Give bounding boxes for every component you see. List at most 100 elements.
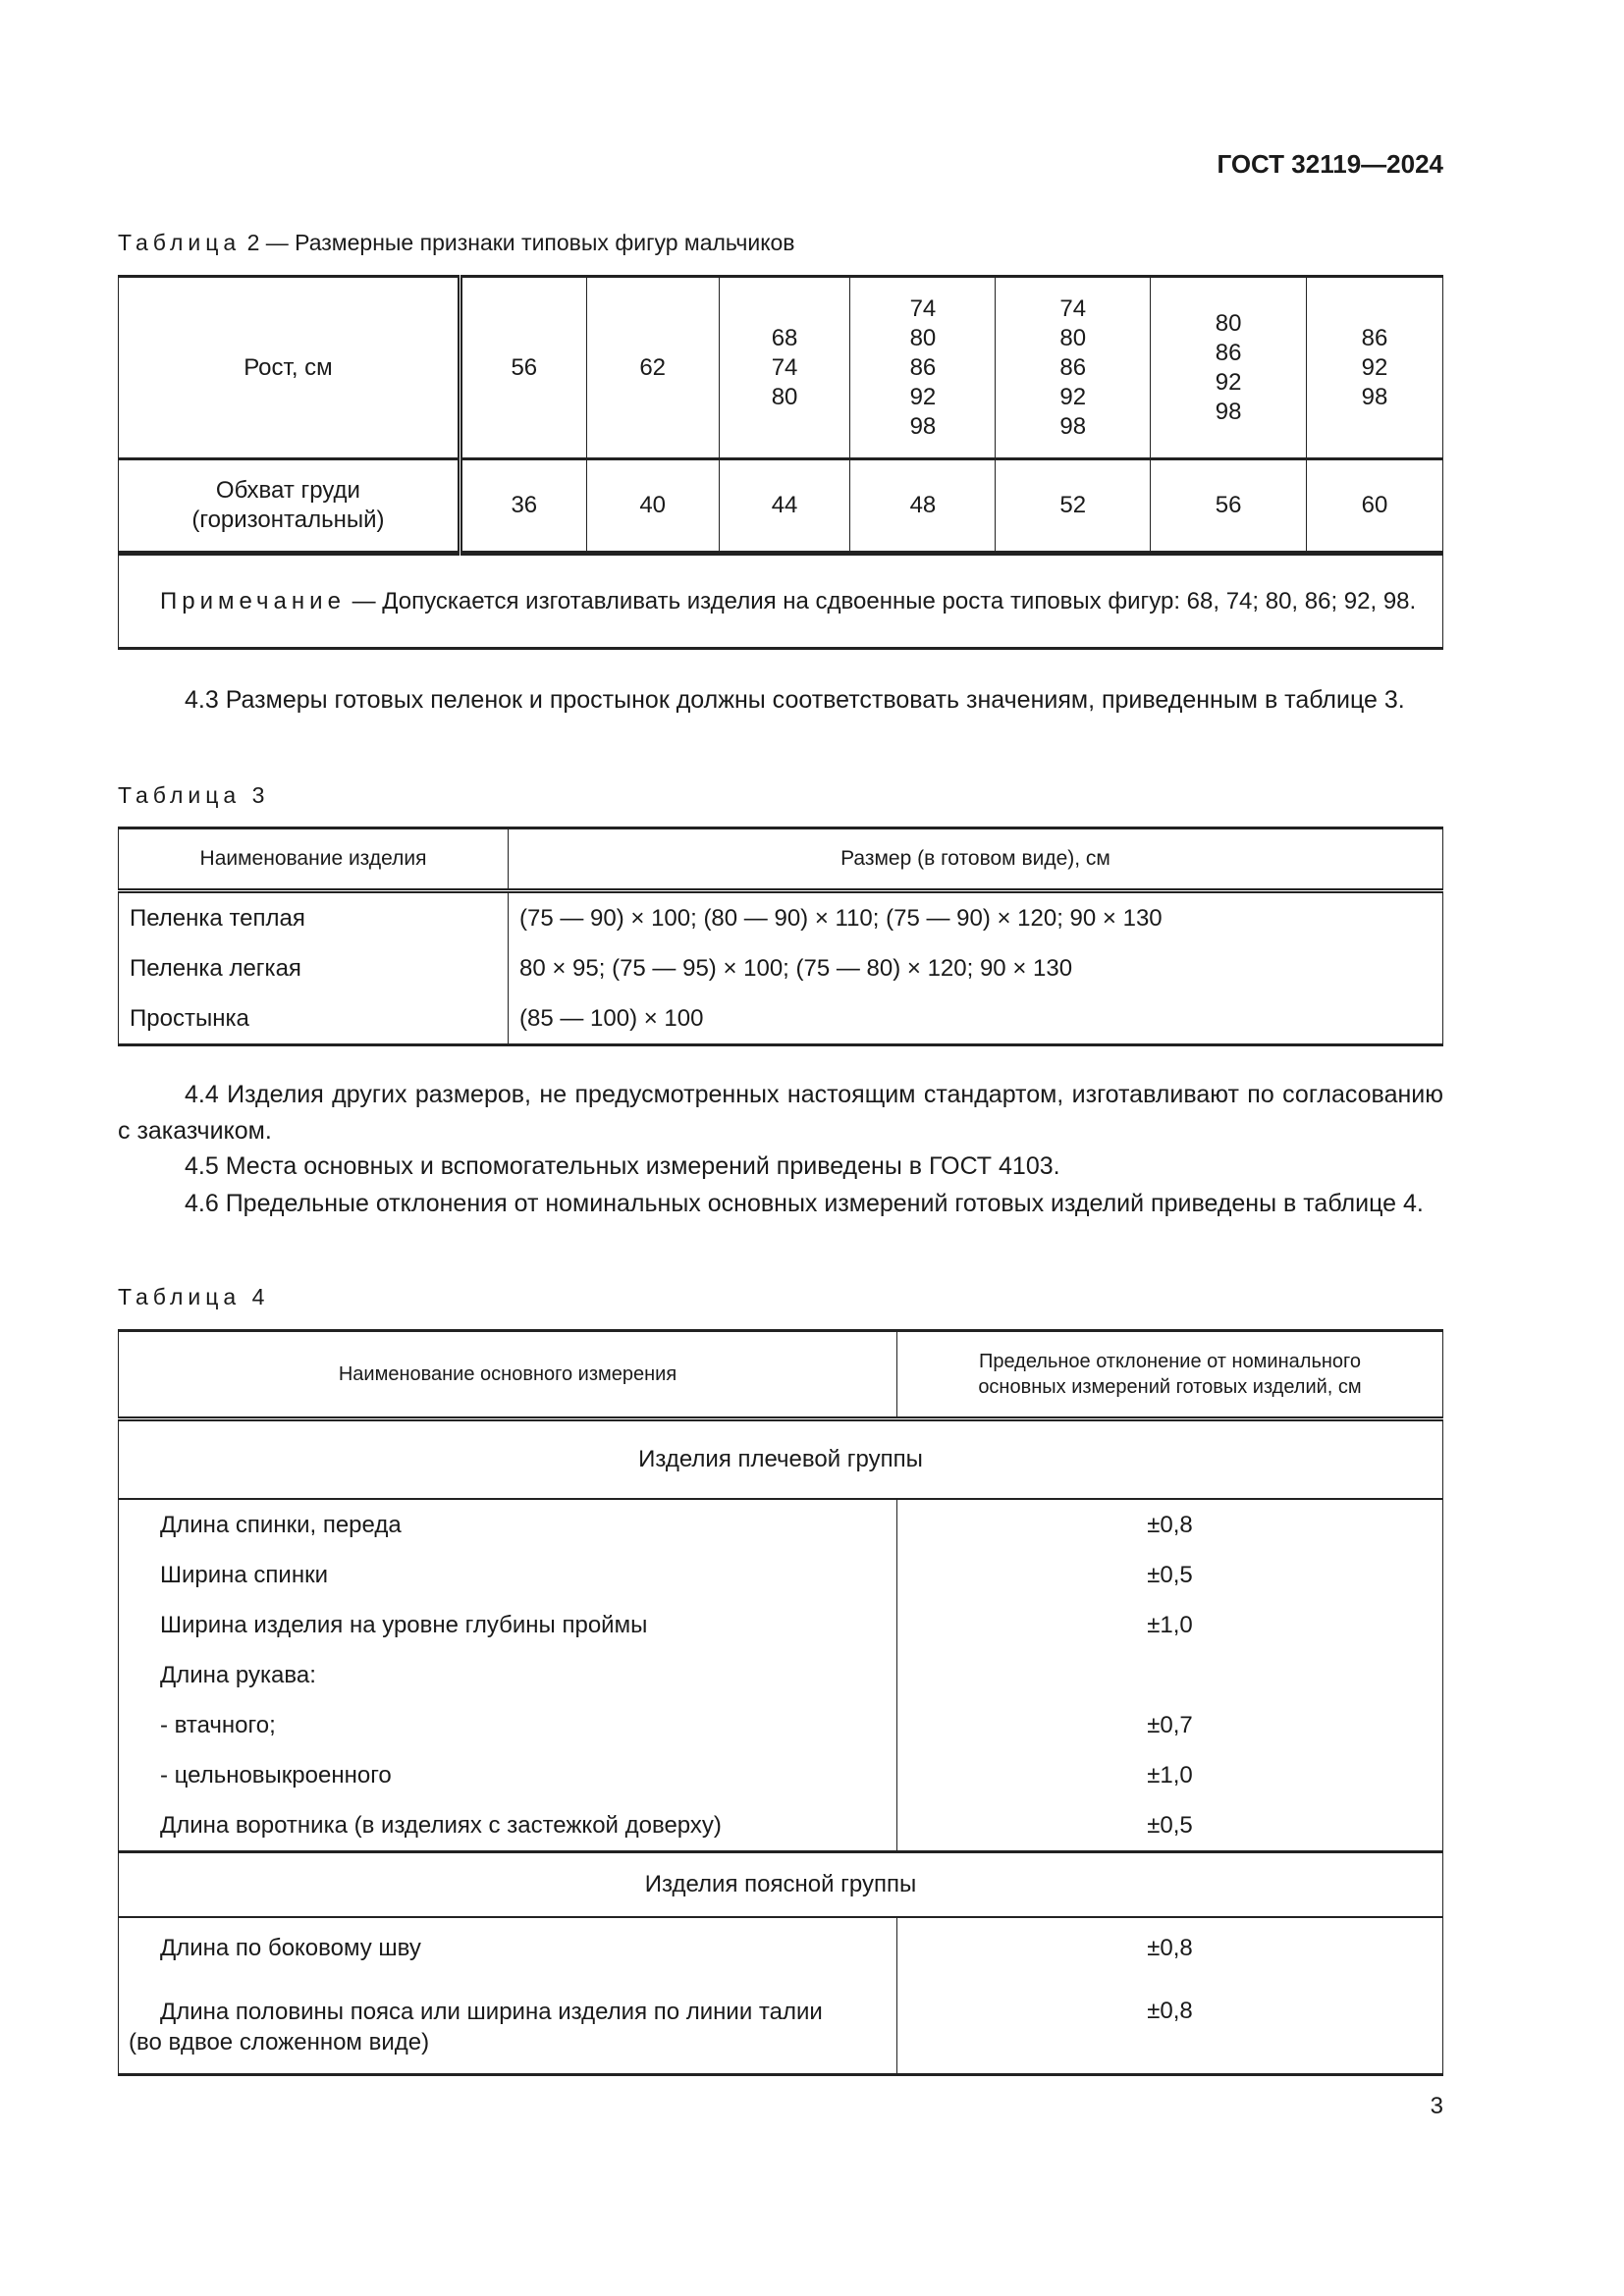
table-header-row: Наименование изделия Размер (в готовом в… bbox=[118, 827, 1443, 893]
group-row: Изделия плечевой группы bbox=[118, 1418, 1443, 1500]
paragraph-4-4: 4.4 Изделия других размеров, не предусмо… bbox=[118, 1081, 1443, 1145]
table-cell: Простынка bbox=[118, 993, 509, 1046]
height-value: 56 bbox=[511, 353, 538, 381]
table-cell: Длина половины пояса или ширина изделия … bbox=[118, 1997, 897, 2076]
height-value: 62 bbox=[639, 353, 667, 381]
height-value: 80 bbox=[1059, 324, 1087, 351]
height-value: 74 bbox=[909, 294, 937, 322]
page-number: 3 bbox=[1430, 2093, 1443, 2119]
table-row: Пеленка теплая (75 — 90) × 100; (80 — 90)… bbox=[118, 890, 1443, 943]
paragraph-4-6: 4.6 Предельные отклонения от номинальных… bbox=[185, 1190, 1424, 1217]
table-cell: 74 80 86 92 98 bbox=[849, 275, 997, 459]
table-row: Ширина изделия на уровне глубины проймы ±… bbox=[118, 1600, 1443, 1650]
table-cell: - цельновыкроенного bbox=[118, 1750, 897, 1800]
table-cell: 36 bbox=[459, 457, 587, 554]
table-row: Ширина спинки ±0,5 bbox=[118, 1550, 1443, 1600]
table-cell: ±0,8 bbox=[896, 1499, 1443, 1550]
table-cell: 74 80 86 92 98 bbox=[995, 275, 1152, 459]
table-cell: 68 74 80 bbox=[718, 275, 851, 459]
table-header-row: Наименование основного измерения Предель… bbox=[118, 1329, 1443, 1421]
table-row: Длина половины пояса или ширина изделия … bbox=[118, 1997, 1443, 2076]
table-row: Длина спинки, переда ±0,8 bbox=[118, 1499, 1443, 1550]
row-label: Рост, см bbox=[118, 275, 462, 459]
height-value: 92 bbox=[1215, 368, 1242, 396]
table-cell: 56 bbox=[1150, 457, 1308, 554]
table-row: Обхват груди (горизонтальный) 36 40 44 48… bbox=[118, 457, 1443, 554]
height-value: 74 bbox=[1059, 294, 1087, 322]
height-value: 92 bbox=[1059, 383, 1087, 410]
table-row: Рост, см 56 62 68 74 80 74 80 86 92 98 74 80 86 9… bbox=[118, 275, 1443, 459]
height-value: 92 bbox=[909, 383, 937, 410]
table-row: Пеленка легкая 80 × 95; (75 — 95) × 100; … bbox=[118, 943, 1443, 993]
table-note: Примечание — Допускается изготавливать и… bbox=[118, 551, 1443, 650]
column-header: Размер (в готовом виде), см bbox=[508, 827, 1443, 893]
table-row: Длина воротника (в изделиях с застежкой … bbox=[118, 1800, 1443, 1853]
table-4: Наименование основного измерения Предель… bbox=[118, 1329, 1443, 2076]
row-label: Обхват груди (горизонтальный) bbox=[118, 457, 462, 554]
table-cell: Пеленка теплая bbox=[118, 890, 509, 943]
table-cell: Длина воротника (в изделиях с застежкой … bbox=[118, 1800, 897, 1853]
table-cell: Длина рукава: bbox=[118, 1650, 897, 1700]
table-cell: ±0,5 bbox=[896, 1800, 1443, 1853]
height-value: 68 bbox=[771, 324, 798, 351]
table-cell: 52 bbox=[995, 457, 1152, 554]
table-cell: ±0,8 bbox=[896, 1917, 1443, 1997]
table4-caption: Таблица 4 bbox=[118, 1284, 270, 1309]
height-value: 80 bbox=[771, 383, 798, 410]
table-cell: 40 bbox=[585, 457, 720, 554]
table-3: Наименование изделия Размер (в готовом в… bbox=[118, 827, 1443, 1046]
table-cell: Ширина изделия на уровне глубины проймы bbox=[118, 1600, 897, 1650]
table-cell: (75 — 90) × 100; (80 — 90) × 110; (75 — … bbox=[508, 890, 1443, 943]
height-value: 98 bbox=[1361, 383, 1388, 410]
table-cell: Пеленка легкая bbox=[118, 943, 509, 993]
table-cell: Ширина спинки bbox=[118, 1550, 897, 1600]
table-cell: ±1,0 bbox=[896, 1750, 1443, 1800]
height-value: 86 bbox=[1361, 324, 1388, 351]
table-note-row: Примечание — Допускается изготавливать и… bbox=[118, 551, 1443, 650]
group-label: Изделия поясной группы bbox=[118, 1851, 1443, 1918]
table2-caption: Таблица 2 — Размерные признаки типовых ф… bbox=[118, 230, 795, 255]
table-row: Длина рукава: bbox=[118, 1650, 1443, 1700]
table-row: Простынка (85 — 100) × 100 bbox=[118, 993, 1443, 1046]
document-id: ГОСТ 32119—2024 bbox=[1217, 149, 1443, 179]
table-cell: ±0,5 bbox=[896, 1550, 1443, 1600]
table-cell: - втачного; bbox=[118, 1700, 897, 1750]
paragraph-4-3: 4.3 Размеры готовых пеленок и простынок … bbox=[185, 686, 1405, 714]
table3-caption: Таблица 3 bbox=[118, 782, 270, 808]
table-cell: (85 — 100) × 100 bbox=[508, 993, 1443, 1046]
table-cell bbox=[896, 1650, 1443, 1700]
height-value: 98 bbox=[1215, 398, 1242, 425]
height-value: 86 bbox=[1215, 339, 1242, 366]
height-value: 86 bbox=[909, 353, 937, 381]
table-cell: 80 × 95; (75 — 95) × 100; (75 — 80) × 12… bbox=[508, 943, 1443, 993]
paragraph-4-5: 4.5 Места основных и вспомогательных изм… bbox=[185, 1152, 1060, 1180]
table-cell: 80 86 92 98 bbox=[1150, 275, 1308, 459]
table-2: Рост, см 56 62 68 74 80 74 80 86 92 98 74 80 86 9… bbox=[118, 275, 1443, 650]
table-cell: ±0,8 bbox=[896, 1997, 1443, 2076]
column-header: Наименование основного измерения bbox=[118, 1329, 897, 1421]
height-value: 80 bbox=[909, 324, 937, 351]
table-cell: 44 bbox=[718, 457, 851, 554]
table-cell: ±0,7 bbox=[896, 1700, 1443, 1750]
height-value: 80 bbox=[1215, 309, 1242, 337]
table-cell: 60 bbox=[1306, 457, 1443, 554]
table-cell: 62 bbox=[585, 275, 720, 459]
height-value: 98 bbox=[1059, 412, 1087, 440]
height-value: 92 bbox=[1361, 353, 1388, 381]
group-label: Изделия плечевой группы bbox=[118, 1418, 1443, 1500]
table-row: - цельновыкроенного ±1,0 bbox=[118, 1750, 1443, 1800]
table-cell: ±1,0 bbox=[896, 1600, 1443, 1650]
column-header: Предельное отклонение от номинального осн… bbox=[896, 1329, 1443, 1421]
table-cell: Длина по боковому шву bbox=[118, 1917, 897, 1997]
group-row: Изделия поясной группы bbox=[118, 1851, 1443, 1918]
table-cell: 56 bbox=[459, 275, 587, 459]
height-value: 98 bbox=[909, 412, 937, 440]
column-header: Наименование изделия bbox=[118, 827, 509, 893]
table-row: Длина по боковому шву ±0,8 bbox=[118, 1917, 1443, 1997]
table-cell: 48 bbox=[849, 457, 997, 554]
table-row: - втачного; ±0,7 bbox=[118, 1700, 1443, 1750]
table-cell: Длина спинки, переда bbox=[118, 1499, 897, 1550]
height-value: 86 bbox=[1059, 353, 1087, 381]
table-cell: 86 92 98 bbox=[1306, 275, 1443, 459]
height-value: 74 bbox=[771, 353, 798, 381]
